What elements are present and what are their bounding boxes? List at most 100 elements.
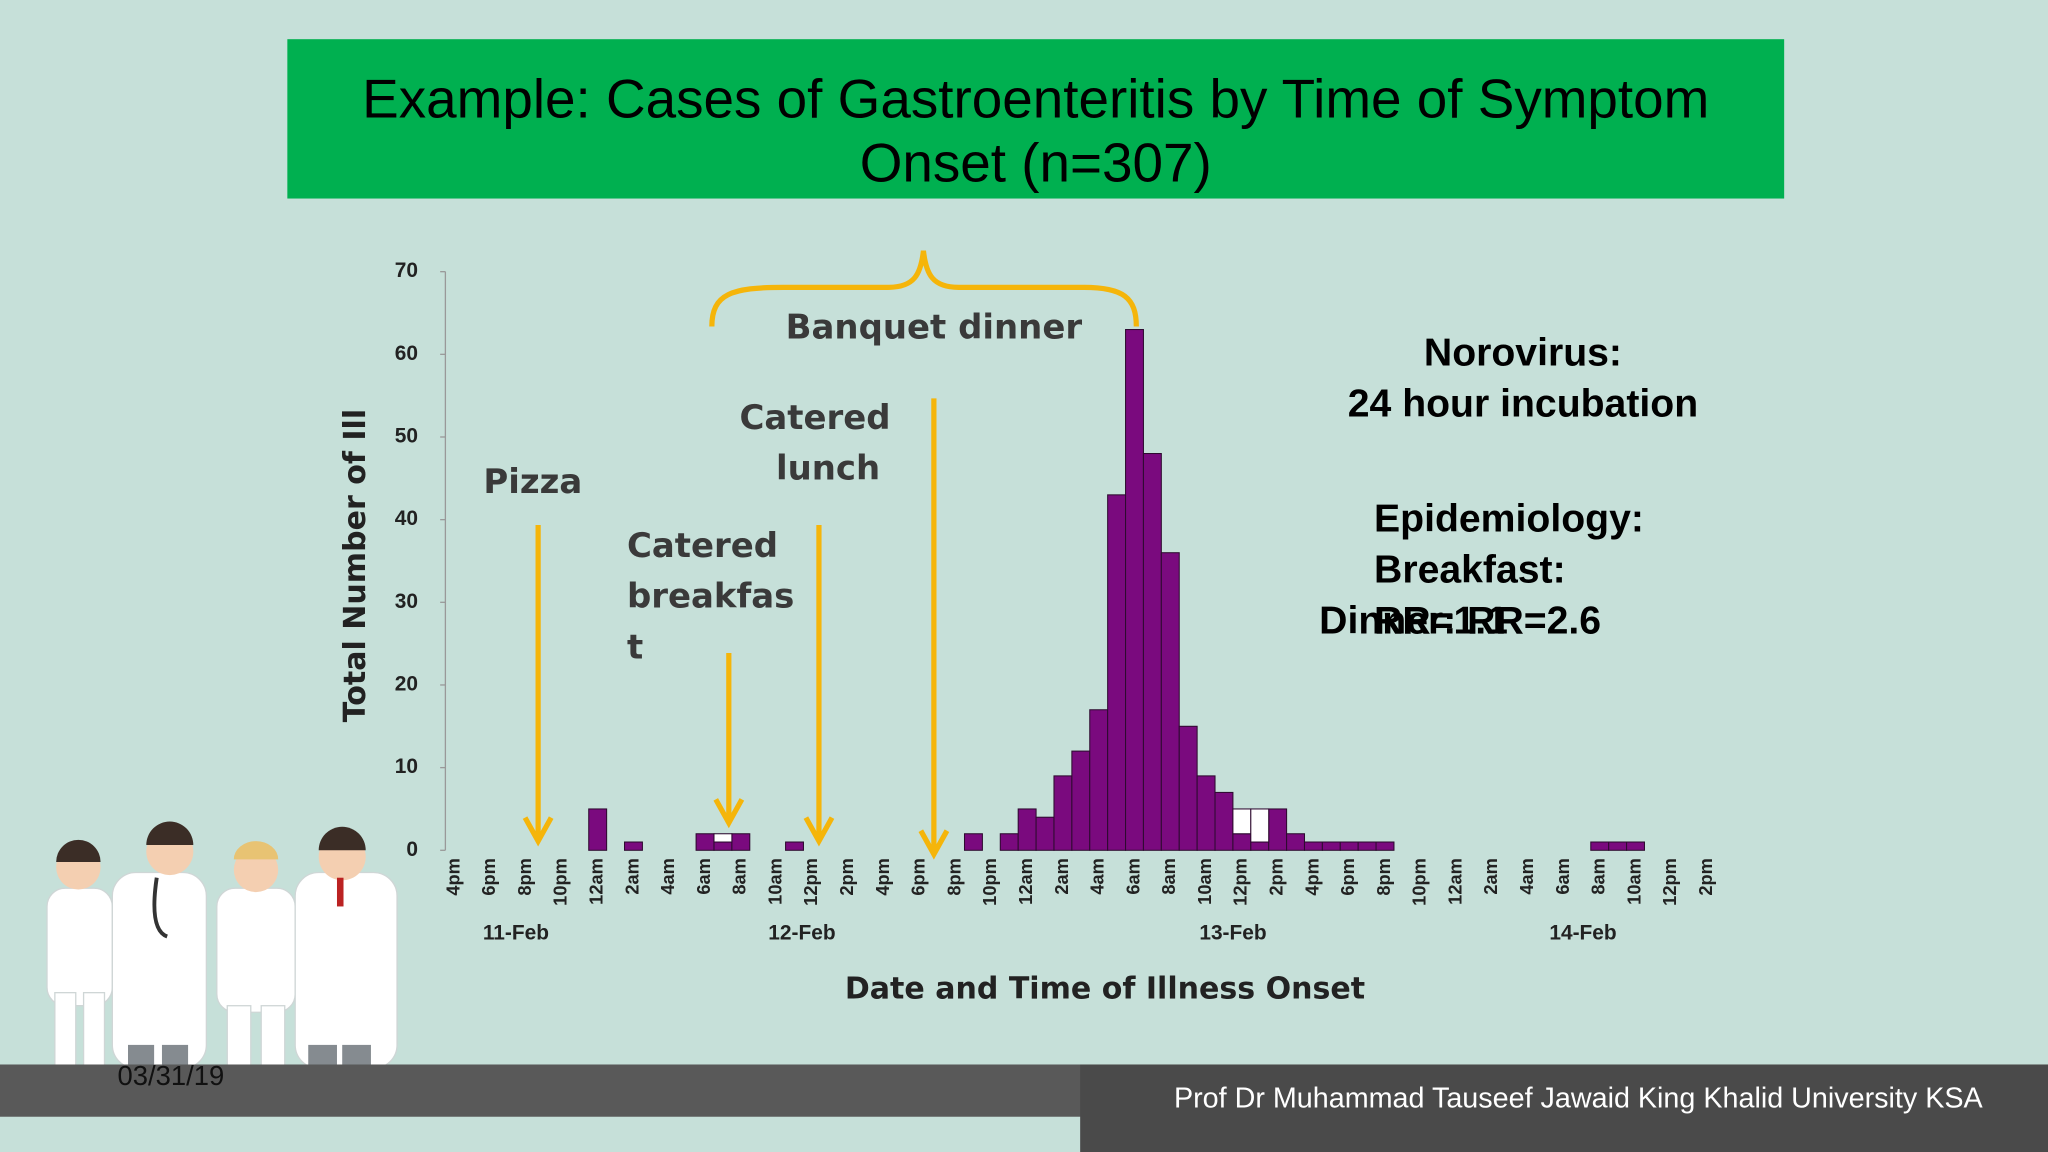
- note: Dinner: RR=2.6: [1319, 599, 1601, 642]
- y-tick-label: 0: [406, 838, 418, 861]
- x-tick-label: 4pm: [442, 858, 463, 896]
- x-tick-label: 12pm: [1659, 858, 1680, 906]
- x-tick-label: 12pm: [800, 858, 821, 906]
- x-tick-label: 2pm: [836, 858, 857, 896]
- x-tick-label: 6am: [1552, 858, 1573, 895]
- date-label: 11-Feb: [483, 921, 549, 944]
- x-tick-label: 8pm: [1373, 858, 1394, 896]
- bar: [713, 833, 733, 843]
- x-tick-label: 6pm: [478, 858, 499, 896]
- x-tick-label: 10pm: [979, 858, 1000, 906]
- note: 24 hour incubation: [1348, 383, 1698, 426]
- bar: [1232, 808, 1252, 835]
- bar: [588, 808, 608, 851]
- bar: [999, 833, 1019, 851]
- note: RR=1.1: [1374, 599, 1508, 642]
- x-tick-label: 8am: [1158, 858, 1179, 895]
- bar: [1250, 808, 1270, 843]
- bar: [623, 841, 643, 851]
- bar: [1089, 709, 1109, 851]
- bar: [785, 841, 804, 851]
- bar: [1321, 841, 1341, 851]
- bar: [1214, 791, 1234, 851]
- bar: [1232, 833, 1252, 851]
- y-axis-title: Total Number of Ill: [338, 409, 373, 722]
- annotation: breakfas: [627, 577, 794, 617]
- x-tick-label: 10am: [1194, 858, 1215, 905]
- x-tick-label: 4pm: [1301, 858, 1322, 896]
- x-tick-label: 12am: [1444, 858, 1465, 905]
- bar: [731, 833, 751, 851]
- chart-title: Onset (n=307): [860, 132, 1212, 194]
- y-tick-label: 40: [395, 507, 418, 530]
- title-bar: [287, 39, 1785, 199]
- note: Epidemiology:: [1374, 497, 1644, 540]
- x-tick-label: 2pm: [1695, 858, 1716, 896]
- y-tick-label: 10: [395, 755, 418, 778]
- x-tick-label: 4am: [657, 858, 678, 895]
- bar: [1196, 775, 1216, 851]
- note: Breakfast:: [1374, 548, 1566, 591]
- bar: [1125, 329, 1144, 851]
- y-tick-label: 30: [395, 590, 418, 613]
- x-tick-label: 6pm: [1337, 858, 1358, 896]
- x-tick-label: 12pm: [1230, 858, 1251, 906]
- bar: [1142, 453, 1162, 851]
- x-tick-label: 10am: [1623, 858, 1644, 905]
- bar: [1035, 816, 1055, 851]
- x-tick-label: 12am: [586, 858, 607, 905]
- date-label: 14-Feb: [1549, 921, 1616, 944]
- bar: [1286, 833, 1306, 851]
- x-tick-label: 6am: [1122, 858, 1143, 895]
- bar: [1375, 841, 1395, 851]
- bar: [1608, 841, 1628, 851]
- note: Norovirus:: [1424, 332, 1622, 375]
- bar: [1590, 841, 1610, 851]
- annotation: Catered: [739, 398, 890, 438]
- annotation: lunch: [776, 449, 880, 489]
- bar: [1017, 808, 1037, 851]
- x-tick-label: 6pm: [908, 858, 929, 896]
- bar: [963, 833, 983, 851]
- y-tick-label: 70: [395, 259, 418, 282]
- bar: [1303, 841, 1323, 851]
- x-tick-label: 10pm: [550, 858, 571, 906]
- x-tick-label: 8am: [729, 858, 750, 895]
- bar: [695, 833, 715, 851]
- x-tick-label: 4am: [1516, 858, 1537, 895]
- y-tick-label: 50: [395, 425, 418, 448]
- y-tick-label: 20: [395, 672, 418, 695]
- x-tick-label: 10am: [764, 858, 785, 905]
- annotation: Catered: [627, 526, 778, 566]
- y-tick-label: 60: [395, 342, 418, 365]
- x-tick-label: 4pm: [872, 858, 893, 896]
- x-tick-label: 2am: [1480, 858, 1501, 895]
- bar: [1357, 841, 1377, 851]
- bar: [1160, 552, 1180, 851]
- footer-author: Prof Dr Muhammad Tauseef Jawaid King Kha…: [1174, 1082, 1984, 1114]
- bar: [1339, 841, 1359, 851]
- x-tick-label: 10pm: [1409, 858, 1430, 906]
- x-tick-label: 2pm: [1265, 858, 1286, 896]
- bar: [1626, 841, 1645, 851]
- x-tick-label: 8am: [1588, 858, 1609, 895]
- bar: [1107, 494, 1127, 851]
- date-label: 13-Feb: [1199, 921, 1266, 944]
- bar: [1178, 725, 1198, 851]
- footer-box: [1080, 1064, 2048, 1152]
- x-tick-label: 12am: [1015, 858, 1036, 905]
- bar: [713, 841, 733, 851]
- bar: [1250, 841, 1270, 851]
- x-tick-label: 4am: [1087, 858, 1108, 895]
- annotation-arrows: [522, 250, 1139, 860]
- bar: [1268, 808, 1288, 851]
- x-tick-label: 6am: [693, 858, 714, 895]
- annotation: Banquet dinner: [786, 308, 1083, 348]
- date-label: 12-Feb: [768, 921, 835, 944]
- x-tick-label: 2am: [1051, 858, 1072, 895]
- x-tick-label: 8pm: [943, 858, 964, 896]
- x-tick-label: 8pm: [514, 858, 535, 896]
- footer-date: 03/31/19: [118, 1060, 225, 1091]
- annotation: Pizza: [483, 462, 582, 502]
